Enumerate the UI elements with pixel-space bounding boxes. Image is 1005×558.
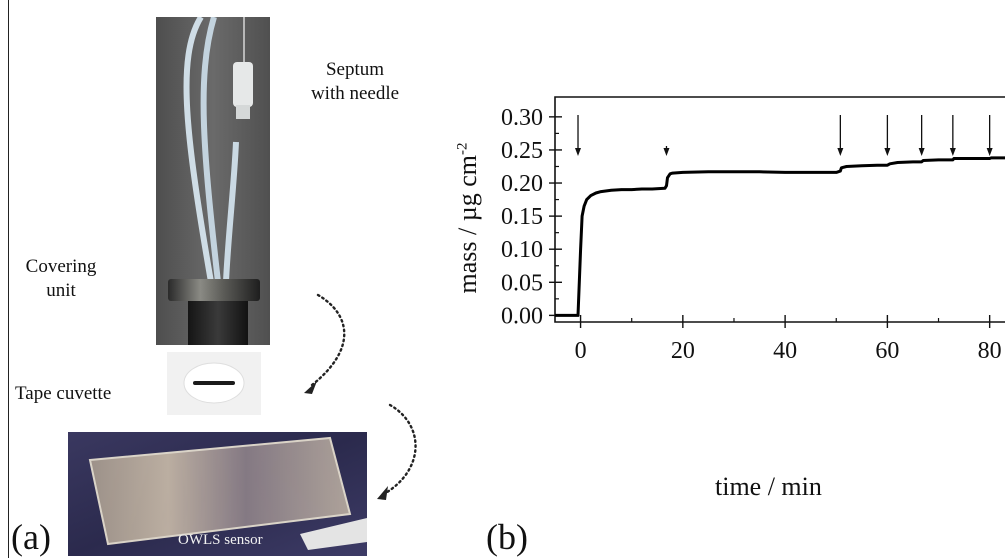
injection-arrow-head [884, 148, 891, 156]
covering-unit-photo [156, 17, 270, 345]
x-tick-label: 60 [875, 338, 899, 364]
x-tick-label: 80 [978, 338, 1002, 364]
y-tick-label: 0.05 [501, 270, 543, 296]
y-tick-label: 0.00 [501, 303, 543, 329]
panel-a-label: (a) [11, 517, 51, 557]
septum-label: Septum with needle [300, 58, 410, 106]
x-tick-label: 20 [671, 338, 695, 364]
covering-label-line2: unit [46, 280, 76, 301]
y-axis-title-exponent: -2 [454, 142, 471, 156]
panel-b-label: (b) [486, 517, 528, 557]
y-tick-label: 0.30 [501, 105, 543, 131]
tape-cuvette-label: Tape cuvette [15, 383, 112, 404]
covering-unit-label: Covering unit [16, 255, 106, 303]
septum-label-line2: with needle [310, 83, 400, 104]
owls-sensor-label: OWLS sensor [178, 532, 263, 548]
left-border [8, 0, 9, 558]
owls-sensor-drawing [68, 432, 367, 556]
covering-label-line1: Covering [25, 256, 97, 277]
owls-sensor-photo [68, 432, 367, 556]
y-tick-label: 0.25 [501, 138, 543, 164]
y-tick-label: 0.20 [501, 171, 543, 197]
y-tick-label: 0.10 [501, 237, 543, 263]
x-tick-label: 40 [773, 338, 797, 364]
injection-arrow-head [949, 148, 956, 156]
y-axis-title-text: mass / µg cm [453, 155, 482, 294]
tape-cuvette-photo [167, 352, 261, 415]
injection-arrow-head [986, 148, 993, 156]
injection-arrow-head [837, 148, 844, 156]
injection-arrow-head [663, 148, 670, 156]
x-tick-label: 0 [575, 338, 587, 364]
injection-arrow-head [575, 148, 582, 156]
tape-cuvette-drawing [167, 352, 261, 415]
injection-arrow-head [918, 148, 925, 156]
plot-frame [554, 96, 1005, 323]
series-line [555, 156, 1005, 317]
septum-label-line1: Septum [325, 59, 385, 80]
y-tick-label: 0.15 [501, 204, 543, 230]
x-axis-title: time / min [715, 472, 822, 501]
covering-unit-drawing [156, 17, 270, 345]
